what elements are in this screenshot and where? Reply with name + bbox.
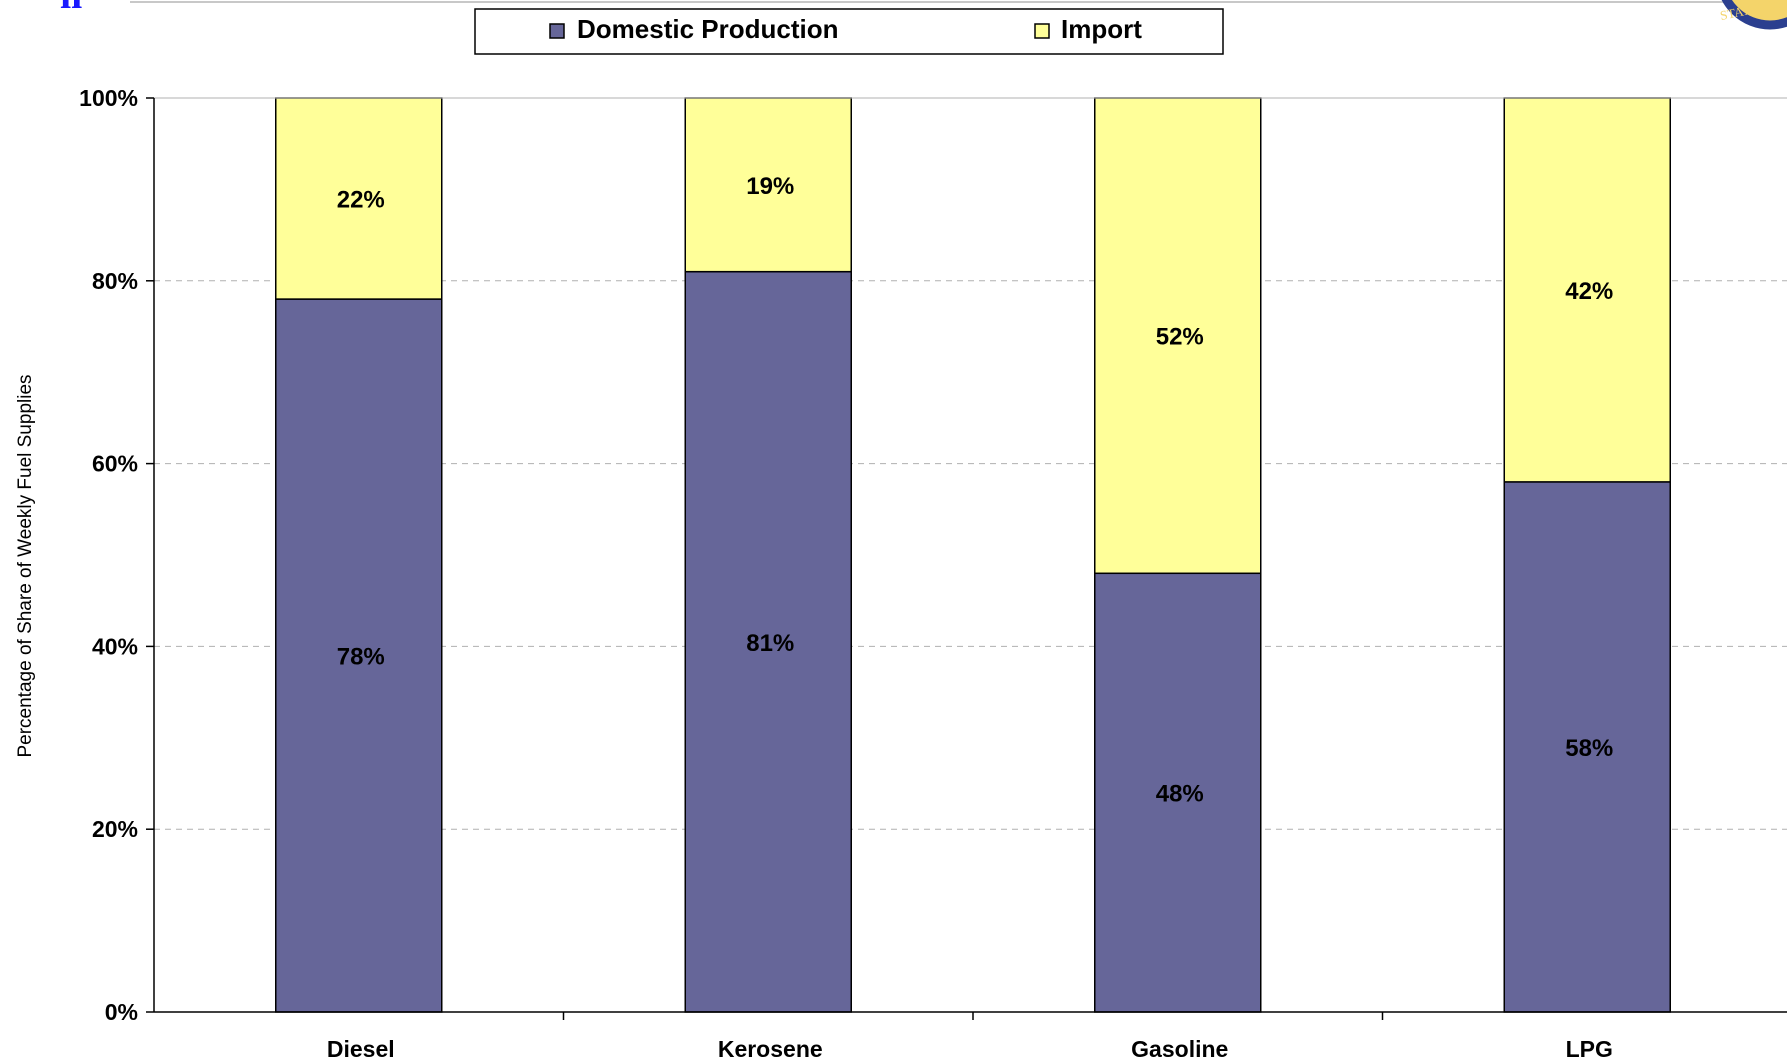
y-tick-label: 60%: [92, 451, 138, 477]
bar-import: [1503, 97, 1671, 483]
y-tick-label: 100%: [79, 85, 138, 111]
axes-layer: [146, 97, 1787, 1020]
x-tick-label: Kerosene: [718, 1036, 823, 1060]
y-axis-title: Percentage of Share of Weekly Fuel Suppl…: [15, 374, 36, 757]
data-label: 78%: [337, 644, 385, 671]
header-partial-title: ıı: [60, 0, 82, 17]
data-label: 81%: [746, 630, 794, 657]
bar-domestic: [1503, 481, 1671, 1013]
bar-import: [1094, 97, 1262, 575]
labels-layer: 0% 20% 40% 60% 80% 100% 78% 22% Diesel 81% 19% Kero…: [79, 85, 1613, 1060]
data-label: 52%: [1156, 324, 1204, 351]
legend-swatch-domestic: [549, 23, 565, 39]
data-label: 58%: [1565, 735, 1613, 762]
legend: Domestic Production Import: [474, 8, 1224, 55]
data-label: 22%: [337, 187, 385, 214]
bar-import: [275, 97, 443, 300]
y-tick-label: 40%: [92, 633, 138, 659]
legend-label-domestic: Domestic Production: [577, 14, 838, 44]
bar-import: [684, 97, 852, 273]
x-tick-label: LPG: [1566, 1036, 1613, 1060]
bar-domestic: [275, 298, 443, 1013]
legend-swatch-import: [1034, 23, 1050, 39]
data-label: 19%: [746, 173, 794, 200]
x-tick-label: Diesel: [327, 1036, 395, 1060]
legend-label-import: Import: [1061, 14, 1142, 44]
y-tick-label: 20%: [92, 816, 138, 842]
data-label: 48%: [1156, 781, 1204, 808]
y-tick-label: 0%: [105, 999, 138, 1025]
seal-logo: STATES OF: [1719, 0, 1787, 30]
bar-domestic: [1094, 572, 1262, 1013]
data-label: 42%: [1565, 278, 1613, 305]
legend-box: [474, 8, 1224, 55]
bars-layer: [275, 97, 1671, 1013]
y-tick-label: 80%: [92, 268, 138, 294]
x-tick-label: Gasoline: [1131, 1036, 1228, 1060]
